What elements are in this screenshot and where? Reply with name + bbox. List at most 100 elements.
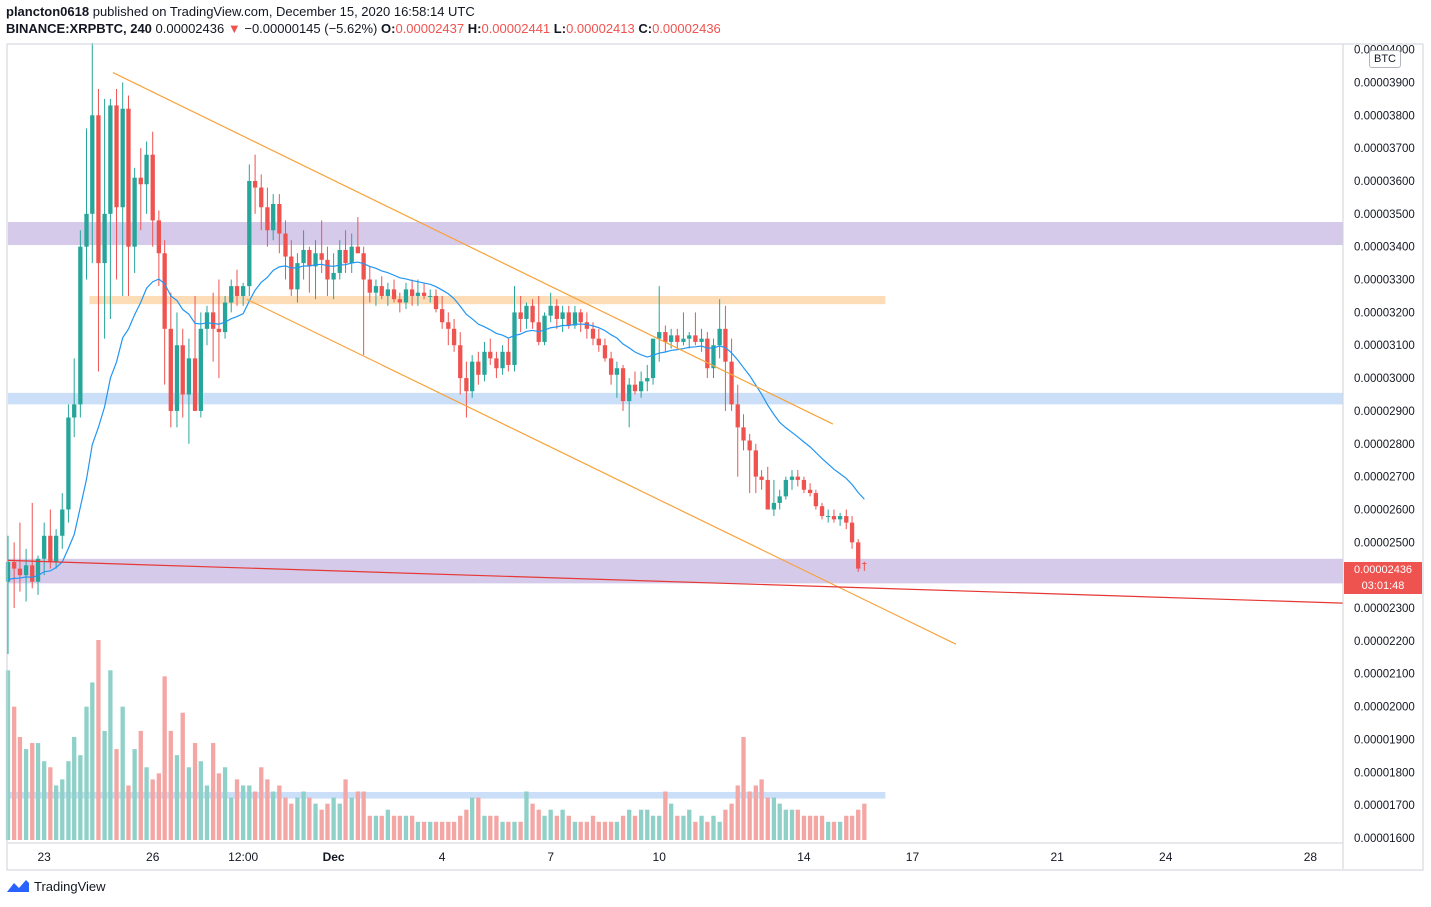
price-tick-label: 0.00003500 [1354,209,1415,221]
candle-body [307,249,312,267]
candle [439,295,445,329]
volume-bar [17,736,23,840]
last-price: 0.00002436 [155,21,225,36]
publish-info: plancton0618 published on TradingView.co… [6,4,475,19]
volume-bar [711,815,716,840]
volume-bar [572,821,578,840]
volume-bar [403,815,409,840]
volume-bar [530,803,535,840]
candle [687,332,692,349]
volume-bar [84,706,89,840]
candle [506,338,511,372]
volume-bar [446,821,451,840]
volume-bar [753,785,758,840]
candle-body [663,332,668,342]
volume-bar [542,815,547,840]
candle-body [638,381,644,392]
volume-bar [361,791,366,840]
candle-body [488,351,493,359]
candle-body [162,253,167,329]
footer-brand[interactable]: TradingView [6,878,106,894]
candle-body [524,305,529,319]
candle [602,338,608,362]
volume-bar [96,640,101,840]
volume-bar [349,797,354,840]
volume-bar [632,815,638,840]
volume-bar [343,779,348,840]
volume-bar [831,821,837,840]
volume-bar [174,755,180,840]
candle-body [96,115,101,264]
volume-bar [759,779,764,840]
volume-bar [578,821,583,840]
volume-bar [53,785,59,840]
volume-bar [120,706,125,840]
volume-bar [771,797,777,840]
volume-bar [319,809,324,840]
volume-bar [464,809,469,840]
candle-body [144,154,149,185]
time-tick-label: 7 [547,850,554,864]
candle-body [699,338,704,342]
candle [693,312,698,346]
candle-body [681,338,686,342]
candle [862,561,867,571]
currency-badge[interactable]: BTC [1369,50,1401,68]
candle-body [259,187,264,208]
candle [295,253,300,303]
volume-layer [5,640,867,840]
candle [572,305,578,329]
candle [391,279,397,303]
candle-body [337,249,342,273]
candle-body [331,272,336,280]
candle [114,88,119,280]
candle [765,466,770,510]
volume-bar [72,736,77,840]
time-tick-label: 10 [653,850,667,864]
candle [759,470,764,490]
volume-bar [132,749,137,840]
candle-body [856,542,861,569]
time-tick-label: 21 [1051,850,1065,864]
candle [385,282,391,306]
price-change: −0.00000145 (−5.62%) [244,21,378,36]
candle-body [801,479,807,490]
price-tick-label: 0.00001700 [1354,800,1415,812]
volume-bar [608,821,614,840]
candle-body [192,358,198,411]
candle-body [464,378,469,392]
candle [470,355,475,398]
candle-body [476,361,481,375]
candle [156,210,162,287]
candle-body [675,335,680,342]
candle [84,128,89,280]
candle-body [138,177,143,185]
candle-body [373,286,379,293]
candle-body [301,249,306,264]
candle [530,299,535,329]
symbol-name[interactable]: BINANCE:XRPBTC, 240 [6,21,152,36]
candle [813,489,819,510]
volume-bar [638,809,644,840]
candle [307,246,312,293]
volume-bar [675,815,680,840]
candle-body [819,506,825,517]
candle [301,230,306,280]
candle [78,230,83,418]
time-tick-label: 12:00 [228,850,258,864]
candle [247,164,252,296]
candle-body [391,289,397,300]
candle [150,131,155,247]
symbol-info: BINANCE:XRPBTC, 240 0.00002436 ▼ −0.0000… [6,21,721,36]
time-tick-label: 28 [1304,850,1318,864]
author-name[interactable]: plancton0618 [6,4,90,19]
candle-body [114,105,119,208]
volume-bar [78,755,83,840]
candle-body [735,404,740,428]
time-tick-label: 26 [146,850,160,864]
candle [162,240,167,385]
candle [108,98,113,319]
volume-bar [156,773,162,840]
volume-bar [669,803,674,840]
